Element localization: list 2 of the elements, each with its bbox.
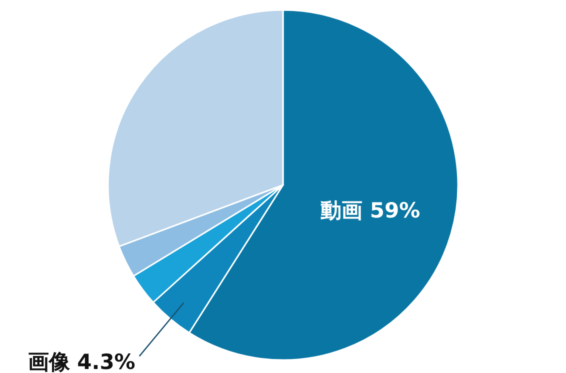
slice-label: 動画 59% bbox=[320, 198, 420, 222]
slice-label: 画像 4.3% bbox=[28, 350, 136, 373]
